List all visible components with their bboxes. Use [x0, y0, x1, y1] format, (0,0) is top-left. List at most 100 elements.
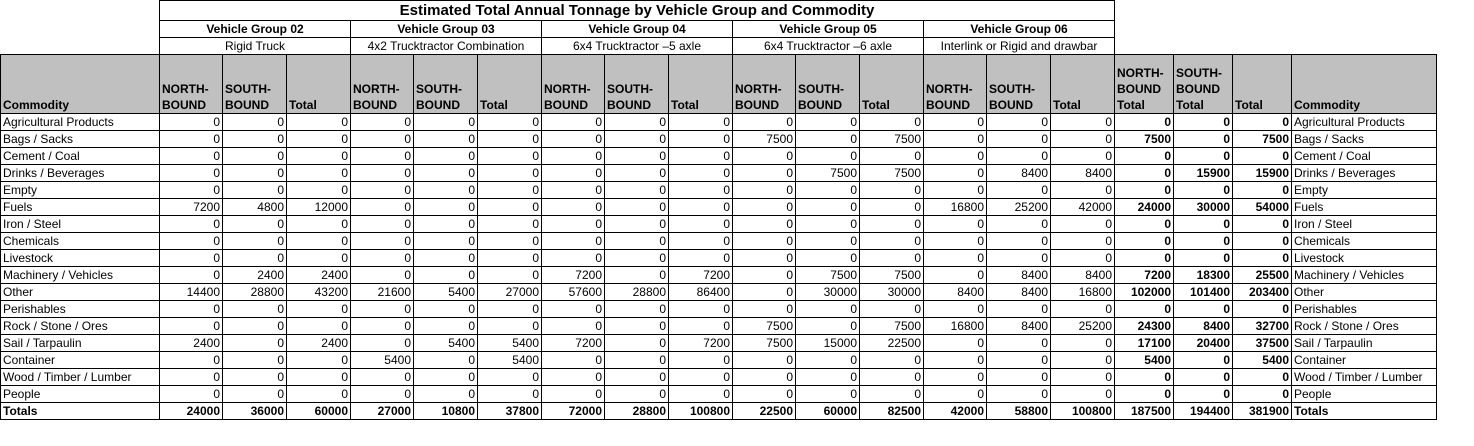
- value-cell: 0: [732, 385, 796, 403]
- value-cell: 0: [986, 215, 1051, 233]
- value-cell: 0: [604, 232, 669, 250]
- value-cell: 0: [159, 215, 223, 233]
- total-cell: 7200: [1114, 266, 1174, 284]
- value-cell: 0: [795, 113, 860, 131]
- total-cell: 0: [1173, 300, 1233, 318]
- value-cell: 8400: [1050, 164, 1115, 182]
- total-cell: 101400: [1173, 283, 1233, 301]
- value-cell: 0: [732, 368, 796, 386]
- subtitle-blank-right: [1115, 38, 1437, 55]
- total-cell: 0: [1114, 249, 1174, 267]
- value-cell: 0: [732, 283, 796, 301]
- header-g04-north: NORTH-BOUND: [541, 54, 605, 114]
- value-cell: 0: [668, 113, 733, 131]
- row-label-right: Machinery / Vehicles: [1291, 266, 1437, 284]
- value-cell: 0: [986, 368, 1051, 386]
- header-g05-south: SOUTH-BOUND: [795, 54, 860, 114]
- value-cell: 0: [604, 198, 669, 216]
- value-cell: 16800: [1050, 283, 1115, 301]
- value-cell: 25200: [986, 198, 1051, 216]
- value-cell: 0: [732, 198, 796, 216]
- value-cell: 0: [286, 130, 351, 148]
- total-cell: 0: [1114, 232, 1174, 250]
- value-cell: 7200: [541, 334, 605, 352]
- total-cell: 0: [1173, 368, 1233, 386]
- value-cell: 0: [732, 164, 796, 182]
- value-cell: 21600: [350, 283, 414, 301]
- value-cell: 37800: [477, 402, 542, 420]
- value-cell: 0: [604, 385, 669, 403]
- value-cell: 0: [541, 130, 605, 148]
- value-cell: 0: [541, 198, 605, 216]
- value-cell: 0: [222, 317, 287, 335]
- value-cell: 0: [413, 215, 478, 233]
- value-cell: 7500: [859, 266, 924, 284]
- value-cell: 0: [541, 317, 605, 335]
- value-cell: 5400: [413, 283, 478, 301]
- total-cell: 0: [1232, 147, 1292, 165]
- total-cell: 194400: [1173, 402, 1233, 420]
- value-cell: 0: [286, 368, 351, 386]
- value-cell: 0: [668, 351, 733, 369]
- value-cell: 0: [668, 300, 733, 318]
- value-cell: 0: [541, 147, 605, 165]
- totals-row: Totals 24000 36000 60000 27000 10800 37800 7200…: [0, 402, 1437, 420]
- value-cell: 0: [732, 300, 796, 318]
- table-row: Other 14400 28800 43200 21600 5400 27000 57600 2…: [0, 283, 1437, 301]
- row-label: Fuels: [0, 198, 160, 216]
- value-cell: 0: [859, 385, 924, 403]
- value-cell: 0: [541, 215, 605, 233]
- value-cell: 0: [859, 249, 924, 267]
- table-row: Perishables 0 0 0 0 0 0 0 0 0 0 0 0 0 0 0 0 0 0 Perishables: [0, 300, 1437, 318]
- value-cell: 0: [795, 368, 860, 386]
- value-cell: 0: [350, 266, 414, 284]
- value-cell: 0: [859, 181, 924, 199]
- value-cell: 0: [286, 181, 351, 199]
- table-row: Wood / Timber / Lumber 0 0 0 0 0 0 0 0 0 0 0 0 0 0 0 0 0 0…: [0, 368, 1437, 386]
- value-cell: 0: [923, 334, 987, 352]
- value-cell: 0: [604, 334, 669, 352]
- total-cell: 30000: [1173, 198, 1233, 216]
- value-cell: 27000: [477, 283, 542, 301]
- value-cell: 0: [477, 113, 542, 131]
- value-cell: 0: [159, 317, 223, 335]
- table-row: Livestock 0 0 0 0 0 0 0 0 0 0 0 0 0 0 0 0 0 0 Livestock: [0, 249, 1437, 267]
- header-south-total: SOUTH-BOUND Total: [1173, 54, 1233, 114]
- value-cell: 0: [923, 147, 987, 165]
- value-cell: 30000: [859, 283, 924, 301]
- total-cell: 0: [1173, 113, 1233, 131]
- value-cell: 0: [350, 385, 414, 403]
- value-cell: 0: [541, 249, 605, 267]
- value-cell: 0: [413, 249, 478, 267]
- value-cell: 0: [986, 232, 1051, 250]
- value-cell: 0: [795, 300, 860, 318]
- table-row: Rock / Stone / Ores 0 0 0 0 0 0 0 0 0 7500 0 7500 168…: [0, 317, 1437, 335]
- value-cell: 0: [350, 130, 414, 148]
- table-row: Sail / Tarpaulin 2400 0 2400 0 5400 5400 7200 0 7…: [0, 334, 1437, 352]
- total-cell: 37500: [1232, 334, 1292, 352]
- value-cell: 5400: [477, 351, 542, 369]
- value-cell: 0: [159, 368, 223, 386]
- total-cell: 0: [1173, 232, 1233, 250]
- tonnage-table: Estimated Total Annual Tonnage by Vehicl…: [0, 0, 1437, 420]
- value-cell: 0: [413, 164, 478, 182]
- value-cell: 0: [1050, 130, 1115, 148]
- value-cell: 0: [477, 317, 542, 335]
- header-g06-total: Total: [1050, 54, 1115, 114]
- group-05-title: Vehicle Group 05: [732, 20, 924, 38]
- value-cell: 0: [923, 368, 987, 386]
- row-label: Livestock: [0, 249, 160, 267]
- total-cell: 20400: [1173, 334, 1233, 352]
- value-cell: 0: [159, 351, 223, 369]
- value-cell: 0: [350, 334, 414, 352]
- total-cell: 5400: [1232, 351, 1292, 369]
- value-cell: 0: [477, 164, 542, 182]
- row-label-right: Other: [1291, 283, 1437, 301]
- value-cell: 0: [604, 300, 669, 318]
- row-label: Cement / Coal: [0, 147, 160, 165]
- total-cell: 24300: [1114, 317, 1174, 335]
- row-label-right: People: [1291, 385, 1437, 403]
- value-cell: 0: [541, 300, 605, 318]
- row-label: Wood / Timber / Lumber: [0, 368, 160, 386]
- group-06-subtitle: Interlink or Rigid and drawbar: [923, 37, 1115, 55]
